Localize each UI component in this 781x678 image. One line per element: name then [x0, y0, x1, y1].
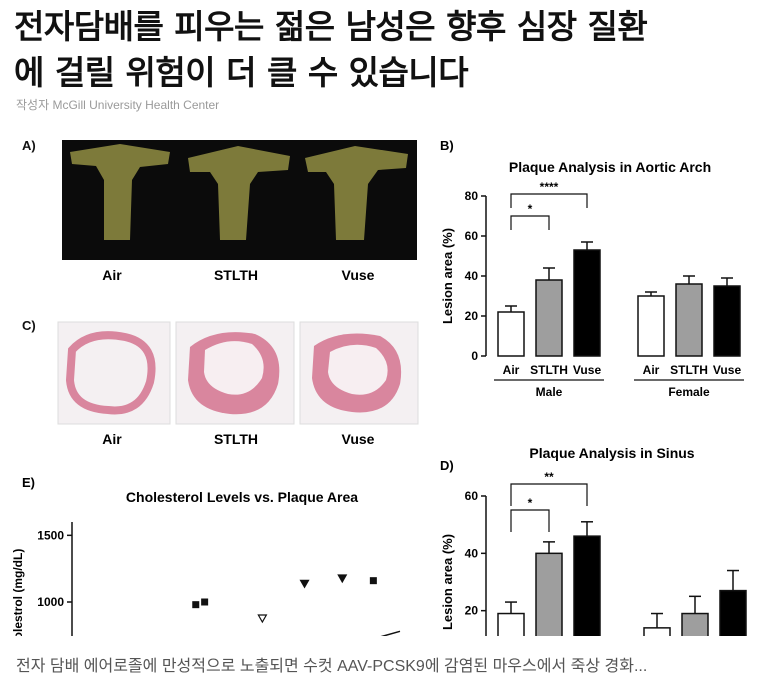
chart-title: Cholesterol Levels vs. Plaque Area [126, 489, 358, 505]
scatter-point [369, 577, 377, 585]
chart-title: Plaque Analysis in Aortic Arch [509, 159, 711, 175]
x-tick-label: Air [643, 363, 660, 377]
significance-bracket [510, 483, 588, 506]
histology-air [57, 321, 171, 425]
y-tick-label: 1000 [37, 595, 64, 609]
panel-c-label-air: Air [102, 431, 122, 447]
bar-male-stlth [535, 552, 563, 636]
bar-male-vuse [573, 249, 601, 357]
article-figure: A) Air STLTH Vuse C) Air STL [0, 122, 781, 636]
group-label: Male [536, 385, 563, 399]
aorta-tissue-air [70, 144, 170, 240]
bar-female-vuse [713, 285, 741, 357]
aorta-tissue-vuse [305, 146, 408, 240]
significance-label: * [528, 496, 533, 510]
author-link[interactable]: McGill University Health Center [52, 98, 220, 112]
y-tick-label: 60 [465, 489, 479, 503]
y-tick-label: 40 [465, 269, 479, 283]
panel-a-label-air: Air [102, 267, 122, 283]
y-axis-label: Lesion area (%) [440, 228, 455, 324]
bar-female-air [643, 627, 671, 636]
scatter-point [257, 614, 268, 624]
byline: 작성자 McGill University Health Center [16, 96, 219, 113]
panel-a-label: A) [22, 138, 36, 153]
bar-female-air [637, 295, 665, 357]
panel-c-label: C) [22, 318, 36, 333]
bar-female-vuse [719, 589, 747, 636]
chart-cholesterol-scatter: E)Cholesterol Levels vs. Plaque Area5001… [11, 475, 401, 636]
y-axis-label: Lesion area (%) [440, 534, 455, 630]
headline-line-2: 에 걸릴 위험이 더 클 수 있습니다 [14, 53, 469, 92]
headline-line-1: 전자담배를 피우는 젊은 남성은 향후 심장 질환 [14, 7, 648, 46]
panel-label: D) [440, 458, 454, 473]
panel-c-label-stlth: STLTH [214, 431, 258, 447]
significance-bracket [510, 215, 550, 230]
panel-c-label-vuse: Vuse [342, 431, 375, 447]
significance-bracket [510, 193, 588, 208]
author-prefix: 작성자 [16, 98, 50, 112]
y-tick-label: 20 [465, 604, 479, 618]
x-tick-label: STLTH [670, 363, 708, 377]
scatter-point [299, 579, 310, 589]
histology-stlth [175, 321, 295, 425]
panel-label: E) [22, 475, 35, 490]
significance-label: * [528, 202, 533, 216]
figure-caption: 전자 담배 에어로졸에 만성적으로 노출되면 수컷 AAV-PCSK9에 감염된… [16, 658, 648, 675]
aorta-tissue-stlth [188, 146, 290, 240]
chart-aortic-arch: B) Plaque Analysis in Aortic Arch 0 20 40 60 8… [440, 138, 744, 399]
bar-male-vuse [573, 535, 601, 636]
group-label: Female [668, 385, 710, 399]
bar-female-stlth [681, 612, 709, 636]
chart-title: Plaque Analysis in Sinus [529, 445, 694, 461]
y-axis-label: Cholestrol (mg/dL) [11, 549, 25, 636]
significance-label: ** [544, 470, 554, 484]
panel-a-label-vuse: Vuse [342, 267, 375, 283]
significance-label: **** [540, 180, 559, 194]
histology-vuse [299, 321, 419, 425]
bar-male-air [497, 612, 525, 636]
bar-male-air [497, 311, 525, 357]
significance-bracket [510, 509, 550, 532]
scatter-point [337, 574, 348, 584]
x-tick-label: Air [503, 363, 520, 377]
article-headline: 전자담배를 피우는 젊은 남성은 향후 심장 질환 에 걸릴 위험이 더 클 수… [14, 4, 774, 96]
figure-svg: A) Air STLTH Vuse C) Air STL [11, 138, 747, 636]
panel-label: B) [440, 138, 454, 153]
x-tick-label: Vuse [713, 363, 742, 377]
x-tick-label: Vuse [573, 363, 602, 377]
bar-female-stlth [675, 283, 703, 357]
x-tick-label: STLTH [530, 363, 568, 377]
trend-line [380, 630, 401, 636]
y-tick-label: 0 [471, 349, 478, 363]
scatter-point [201, 598, 209, 606]
y-tick-label: 20 [465, 309, 479, 323]
y-tick-label: 60 [465, 229, 479, 243]
panel-a-label-stlth: STLTH [214, 267, 258, 283]
bar-male-stlth [535, 279, 563, 357]
chart-sinus: D) Plaque Analysis in Sinus 20 40 60 Lesion a… [440, 445, 747, 636]
y-tick-label: 1500 [37, 528, 64, 542]
y-tick-label: 40 [465, 546, 479, 560]
scatter-point [192, 601, 200, 609]
y-tick-label: 80 [465, 189, 479, 203]
